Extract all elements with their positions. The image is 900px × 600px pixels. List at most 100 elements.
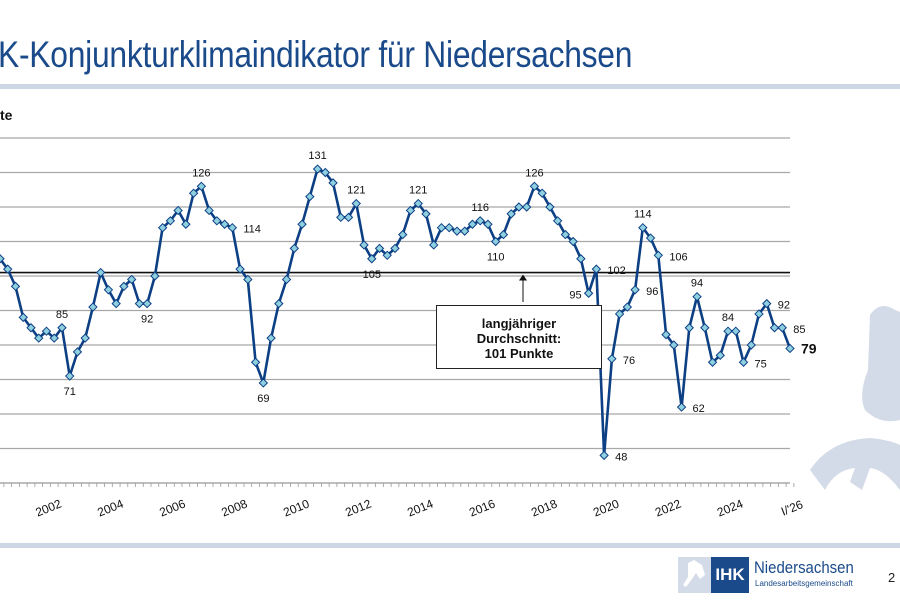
data-point: [754, 309, 764, 319]
x-tick-label: 2004: [95, 496, 125, 519]
data-label: 96: [646, 286, 658, 298]
average-annotation-line-2: Durchschnitt:: [476, 331, 562, 346]
data-point: [483, 219, 493, 229]
data-label: 62: [693, 403, 705, 415]
data-label: 121: [409, 185, 427, 197]
data-label: 121: [347, 185, 365, 197]
data-label: 106: [669, 251, 687, 263]
data-point: [320, 167, 330, 178]
data-point: [111, 298, 121, 309]
data-point: [343, 212, 354, 223]
data-point: [281, 274, 292, 285]
data-point: [119, 281, 129, 292]
data-point: [413, 198, 423, 209]
data-point: [444, 222, 454, 233]
data-point: [560, 229, 571, 240]
x-tick-label: 2002: [33, 496, 63, 519]
data-point: [746, 340, 756, 350]
data-point: [142, 298, 152, 309]
data-point: [622, 302, 633, 312]
data-point: [367, 254, 377, 264]
data-point: [64, 371, 75, 381]
data-point: [700, 323, 710, 333]
data-point: [150, 271, 160, 281]
data-point: [328, 178, 338, 188]
data-point: [436, 222, 447, 233]
data-point: [552, 216, 563, 226]
data-label: 85: [793, 324, 805, 336]
x-tick-label: 2018: [529, 496, 559, 519]
data-point: [359, 240, 369, 250]
data-point: [297, 219, 307, 229]
header-divider: [0, 84, 900, 89]
data-point: [591, 264, 602, 274]
data-label: 126: [192, 167, 210, 179]
series-line: [0, 167, 792, 457]
data-point: [638, 222, 648, 233]
average-annotation-line-1: langjähriger: [481, 316, 557, 331]
data-point: [777, 323, 787, 333]
y-axis-unit-label: te: [0, 107, 13, 123]
x-tick-label: 2012: [343, 496, 373, 519]
data-point: [250, 357, 261, 367]
data-point: [80, 333, 90, 343]
x-tick-label: 2020: [591, 496, 621, 519]
data-point: [18, 312, 28, 323]
data-label: 114: [243, 224, 261, 236]
data-point: [421, 209, 431, 219]
data-point: [514, 202, 524, 212]
footer-divider: [0, 543, 900, 548]
annotation-arrowhead: [519, 274, 527, 281]
x-tick-label: 2010: [281, 496, 311, 519]
data-point: [212, 216, 222, 226]
data-point: [95, 267, 106, 278]
data-point: [731, 326, 741, 336]
data-point: [429, 240, 439, 250]
line-chart: 2002 2004 2006 2008 2010 2012 2014 2016 2018 2020…: [0, 137, 900, 519]
data-point: [173, 205, 183, 216]
data-point: [475, 216, 485, 226]
data-label: 85: [56, 309, 68, 321]
data-label: 95: [569, 289, 581, 301]
data-point: [568, 236, 578, 247]
data-label: 71: [64, 386, 76, 398]
data-point: [3, 264, 13, 274]
data-point: [312, 164, 323, 174]
data-point: [630, 285, 640, 295]
data-point: [537, 188, 547, 198]
data-point: [10, 281, 21, 292]
data-point: [181, 219, 191, 229]
data-point: [653, 250, 664, 261]
data-point: [599, 450, 609, 461]
data-point: [576, 254, 586, 264]
data-point: [452, 226, 462, 236]
horse-icon: [810, 306, 900, 490]
data-label: 69: [257, 393, 269, 405]
data-point: [243, 274, 253, 285]
data-label: 75: [755, 358, 767, 370]
data-point: [49, 333, 59, 343]
data-point: [723, 326, 733, 336]
data-point: [235, 264, 245, 274]
average-annotation-line-3: 101 Punkte: [484, 346, 554, 361]
data-label: 116: [471, 202, 489, 214]
data-label: 105: [363, 269, 381, 281]
data-point: [684, 323, 695, 333]
data-point: [707, 357, 718, 367]
x-tick-label: 2006: [157, 496, 187, 519]
x-tick-label: 2024: [715, 496, 745, 519]
data-point: [529, 181, 540, 192]
data-point: [219, 219, 230, 229]
data-point: [692, 291, 702, 302]
data-point: [266, 333, 276, 343]
data-label: 92: [141, 314, 153, 326]
data-point: [188, 188, 199, 198]
x-tick-label: 2016: [467, 496, 497, 519]
data-point: [669, 340, 679, 350]
data-label: 114: [634, 209, 652, 221]
data-point: [374, 243, 385, 254]
data-point: [498, 229, 509, 240]
data-point: [490, 236, 501, 247]
data-point: [607, 354, 617, 364]
data-point: [72, 347, 83, 357]
